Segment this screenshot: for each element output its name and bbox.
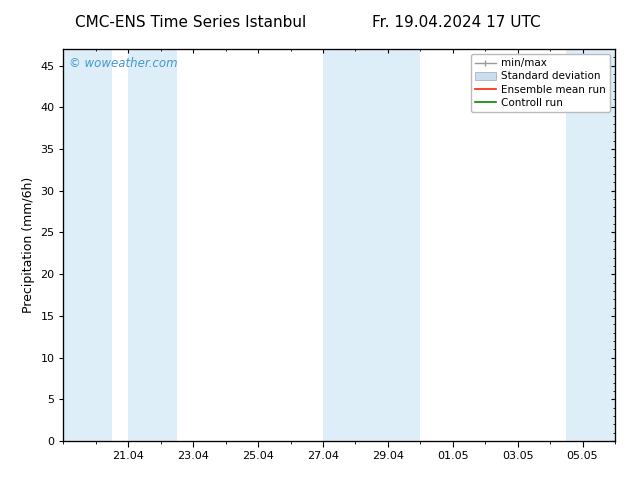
Bar xyxy=(372,49,420,441)
Bar xyxy=(566,49,615,441)
Y-axis label: Precipitation (mm/6h): Precipitation (mm/6h) xyxy=(22,177,35,313)
Text: CMC-ENS Time Series Istanbul: CMC-ENS Time Series Istanbul xyxy=(75,15,306,30)
Bar xyxy=(63,49,112,441)
Bar xyxy=(323,49,372,441)
Bar xyxy=(128,49,177,441)
Legend: min/max, Standard deviation, Ensemble mean run, Controll run: min/max, Standard deviation, Ensemble me… xyxy=(470,54,610,112)
Text: © woweather.com: © woweather.com xyxy=(69,57,178,70)
Text: Fr. 19.04.2024 17 UTC: Fr. 19.04.2024 17 UTC xyxy=(372,15,541,30)
